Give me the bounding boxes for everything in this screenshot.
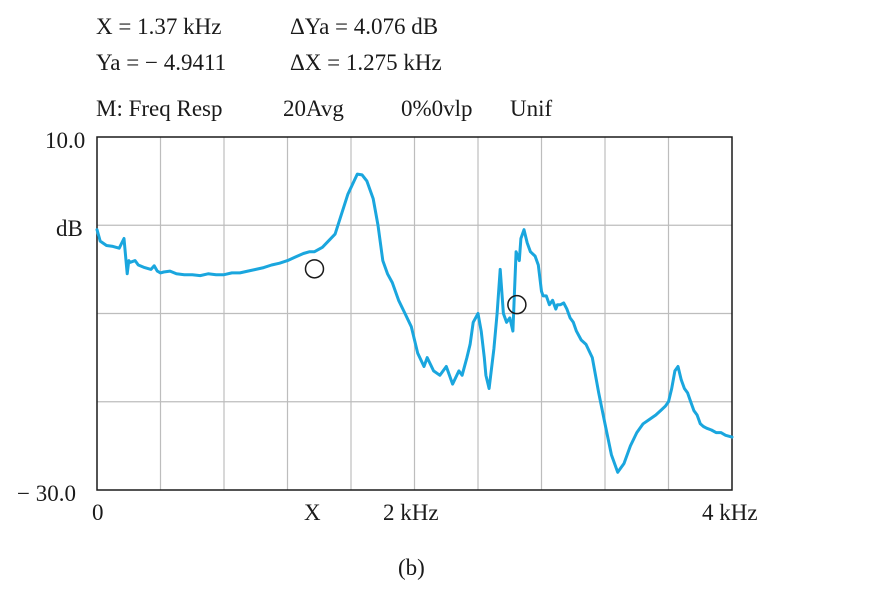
plot-grid — [97, 137, 732, 490]
x-tick-2khz: 2 kHz — [383, 500, 439, 525]
x-tick-zero: 0 — [92, 500, 104, 525]
delta-ya-readout: ΔYa = 4.076 dB — [290, 14, 439, 39]
y-unit-label: dB — [56, 216, 83, 241]
overlap-setting: 0%0vlp — [401, 96, 473, 121]
response-trace — [95, 172, 734, 474]
x-readout: X = 1.37 kHz — [96, 14, 222, 39]
cursor-markers — [304, 259, 527, 315]
cursor-marker-2 — [507, 294, 527, 315]
figure-caption: (b) — [398, 555, 425, 580]
y-tick-bottom: − 30.0 — [17, 481, 76, 506]
averages-setting: 20Avg — [283, 96, 344, 121]
delta-x-readout: ΔX = 1.275 kHz — [290, 50, 442, 75]
x-tick-4khz: 4 kHz — [702, 500, 758, 525]
cursor-marker-1 — [304, 259, 325, 279]
ya-readout: Ya = − 4.9411 — [96, 50, 227, 75]
y-tick-top: 10.0 — [45, 128, 86, 153]
window-setting: Unif — [510, 96, 553, 121]
plot-frame — [96, 136, 733, 491]
x-tick-marker: X — [304, 500, 321, 525]
measurement-mode: M: Freq Resp — [96, 96, 223, 121]
